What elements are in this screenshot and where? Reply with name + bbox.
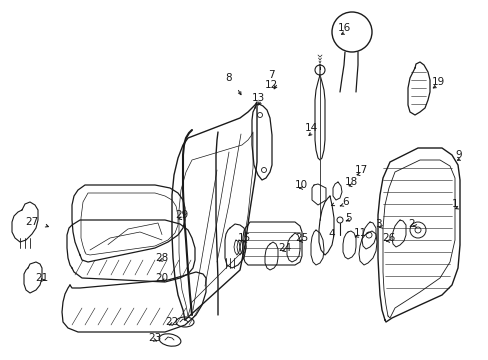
Text: 10: 10 — [294, 180, 307, 190]
Text: 28: 28 — [155, 253, 168, 263]
Text: 4: 4 — [327, 229, 334, 239]
Text: 11: 11 — [353, 228, 366, 238]
Text: 6: 6 — [341, 197, 348, 207]
Text: 17: 17 — [354, 165, 367, 175]
Text: 24: 24 — [278, 243, 291, 253]
Text: 14: 14 — [305, 123, 318, 133]
Text: 5: 5 — [345, 213, 351, 223]
Text: 22: 22 — [164, 317, 178, 327]
Text: 9: 9 — [454, 150, 461, 160]
Text: 2: 2 — [407, 219, 414, 229]
Text: 23: 23 — [148, 333, 161, 343]
Text: 1: 1 — [451, 199, 458, 209]
Text: 7: 7 — [267, 70, 274, 80]
Text: 15: 15 — [238, 233, 251, 243]
Text: 13: 13 — [251, 93, 264, 103]
Text: 29: 29 — [175, 210, 188, 220]
Text: 19: 19 — [431, 77, 445, 87]
Text: 20: 20 — [155, 273, 168, 283]
Text: 26: 26 — [381, 233, 394, 243]
Text: 21: 21 — [35, 273, 48, 283]
Text: 16: 16 — [337, 23, 350, 33]
Text: 25: 25 — [294, 233, 307, 243]
Text: 3: 3 — [374, 219, 381, 229]
Text: 8: 8 — [224, 73, 231, 83]
Text: 27: 27 — [25, 217, 38, 227]
Text: 12: 12 — [264, 80, 278, 90]
Text: 18: 18 — [345, 177, 358, 187]
